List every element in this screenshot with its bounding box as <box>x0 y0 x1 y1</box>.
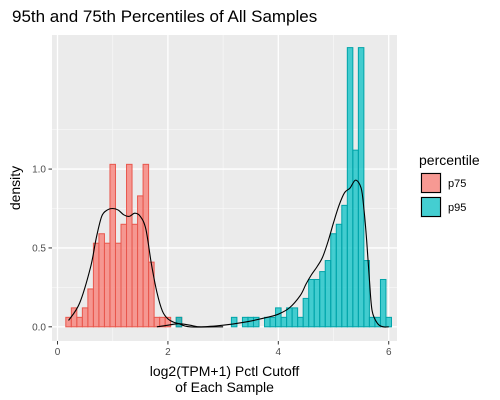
histogram-bar-p95 <box>298 317 304 326</box>
histogram-bar-p75 <box>93 243 99 327</box>
y-tick-label: 0.0 <box>32 322 46 333</box>
x-tick-label: 2 <box>165 347 171 358</box>
histogram-bar-p75 <box>127 164 133 326</box>
histogram-bar-p95 <box>353 150 359 327</box>
histogram-bar-p95 <box>292 308 298 327</box>
histogram-bar-p95 <box>253 317 259 326</box>
x-axis-label-line1: log2(TPM+1) Pctl Cutoff <box>150 363 300 379</box>
y-tick-label: 1.0 <box>32 165 46 176</box>
histogram-bar-p95 <box>325 261 331 327</box>
histogram-bar-p75 <box>104 243 110 327</box>
histogram-bar-p95 <box>331 234 337 327</box>
legend-swatch-p95 <box>422 198 441 217</box>
y-axis: 0.0 0.5 1.0 <box>32 165 52 334</box>
histogram-bar-p75 <box>115 243 121 327</box>
chart-title: 95th and 75th Percentiles of All Samples <box>12 7 317 26</box>
histogram-bar-p95 <box>309 279 315 326</box>
histogram-bar-p95 <box>281 317 287 326</box>
histogram-bar-p95 <box>287 308 293 327</box>
x-axis: 0 2 4 6 <box>55 341 392 358</box>
legend: percentile p75 p95 <box>419 152 480 218</box>
histogram-bar-p95 <box>320 272 326 327</box>
histogram-bar-p75 <box>99 234 105 327</box>
legend-label-p75: p75 <box>448 178 466 190</box>
x-tick-label: 4 <box>276 347 282 358</box>
histogram-bar-p95 <box>231 317 237 326</box>
histogram-bar-p95 <box>314 279 320 326</box>
histogram-bar-p95 <box>342 205 348 326</box>
histogram-bar-p95 <box>248 317 254 326</box>
y-axis-label: density <box>7 166 23 210</box>
histogram-bar-p95 <box>276 308 282 327</box>
legend-title: percentile <box>419 152 480 168</box>
histogram-bar-p95 <box>303 298 309 326</box>
histogram-bar-p75 <box>77 317 83 326</box>
histogram-bar-p75 <box>88 289 94 327</box>
histogram-bar-p95 <box>270 317 276 326</box>
histogram-bar-p95 <box>336 224 342 327</box>
x-axis-label-line2: of Each Sample <box>175 379 274 395</box>
histogram-bar-p75 <box>143 164 149 326</box>
histogram-bar-p95 <box>380 279 386 326</box>
legend-label-p95: p95 <box>448 202 466 214</box>
histogram-bar-p95 <box>176 317 182 326</box>
legend-swatch-p75 <box>422 174 441 193</box>
histogram-bar-p95 <box>265 317 271 326</box>
histogram-bar-p75 <box>132 224 138 327</box>
histogram-bar-p75 <box>82 308 88 327</box>
histogram-bar-p95 <box>386 317 392 326</box>
histogram-bar-p75 <box>110 164 116 326</box>
histogram-bar-p75 <box>121 224 127 327</box>
y-tick-label: 0.5 <box>32 243 46 254</box>
x-tick-label: 6 <box>386 347 392 358</box>
x-tick-label: 0 <box>55 347 61 358</box>
histogram-bar-p75 <box>154 317 160 326</box>
